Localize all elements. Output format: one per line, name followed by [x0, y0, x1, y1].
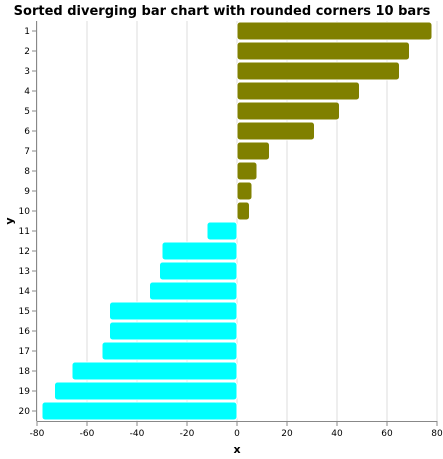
y-tick-label: 7 [24, 147, 30, 157]
bar-7 [236, 141, 270, 161]
y-tick-label: 12 [19, 247, 30, 257]
x-tick-label: 20 [281, 429, 293, 439]
y-tick-label: 20 [19, 407, 31, 417]
y-tick-label: 9 [24, 187, 30, 197]
y-tick-label: 13 [19, 267, 30, 277]
bar-3 [236, 61, 400, 81]
x-tick-label: 40 [331, 429, 343, 439]
bar-14 [149, 281, 238, 301]
bar-4 [236, 81, 360, 101]
y-tick-label: 3 [24, 67, 30, 77]
bar-11 [206, 221, 238, 241]
bar-15 [109, 301, 238, 321]
y-tick-label: 19 [19, 387, 31, 397]
bar-6 [236, 121, 315, 141]
bar-2 [236, 41, 410, 61]
bar-5 [236, 101, 340, 121]
x-tick-label: 0 [234, 429, 240, 439]
y-tick-label: 5 [24, 107, 30, 117]
x-tick-label: -20 [180, 429, 195, 439]
bar-19 [54, 381, 238, 401]
y-tick-label: 1 [24, 27, 30, 37]
y-tick-label: 10 [19, 207, 31, 217]
x-tick-label: 80 [431, 429, 443, 439]
x-tick-label: 60 [381, 429, 393, 439]
y-tick-label: 2 [24, 47, 30, 57]
bar-10 [236, 201, 250, 221]
y-tick-label: 18 [19, 367, 31, 377]
grid-lines [36, 21, 438, 421]
x-tick-label: -40 [130, 429, 145, 439]
y-tick-label: 14 [19, 287, 31, 297]
y-tick-label: 16 [19, 327, 31, 337]
y-tick-label: 11 [19, 227, 30, 237]
bar-1 [236, 21, 433, 41]
bar-20 [41, 401, 238, 421]
y-tick-label: 4 [24, 87, 30, 97]
bar-18 [71, 361, 238, 381]
y-tick-label: 17 [19, 347, 30, 357]
x-tick-label: -80 [30, 429, 45, 439]
x-axis: -80 -60 -40 -20 0 20 40 60 80 [30, 421, 443, 439]
y-axis-title: y [3, 217, 16, 224]
x-axis-title: x [233, 443, 240, 456]
bar-9 [236, 181, 253, 201]
bar-13 [159, 261, 238, 281]
y-tick-label: 15 [19, 307, 30, 317]
bar-16 [109, 321, 238, 341]
bar-8 [236, 161, 258, 181]
x-tick-label: -60 [80, 429, 95, 439]
chart-title: Sorted diverging bar chart with rounded … [14, 4, 431, 19]
y-tick-label: 8 [24, 167, 30, 177]
bar-12 [161, 241, 238, 261]
bar-17 [101, 341, 238, 361]
bars [41, 21, 433, 421]
y-tick-label: 6 [24, 127, 30, 137]
